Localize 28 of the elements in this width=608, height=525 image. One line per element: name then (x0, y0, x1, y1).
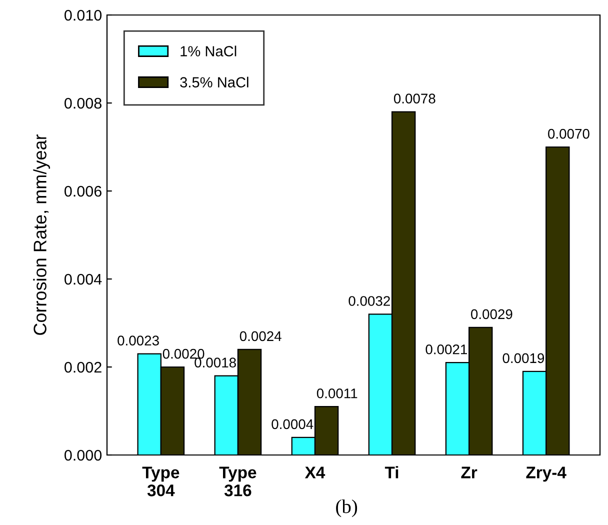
y-tick-label: 0.006 (64, 186, 102, 197)
data-label: 0.0011 (316, 388, 358, 398)
data-label: 0.0078 (394, 94, 436, 104)
y-tick-label: 0.002 (64, 362, 102, 373)
data-label: 0.0019 (502, 353, 544, 364)
data-label: 0.0020 (162, 348, 204, 359)
legend-label: 1% NaCl (180, 46, 236, 56)
x-tick-label: Type 304 (142, 466, 180, 496)
y-tick-label: 0.010 (64, 10, 102, 21)
text: (b) (336, 499, 358, 518)
data-label: 0.0032 (348, 296, 390, 306)
data-label: 0.0029 (470, 309, 512, 320)
data-label: 0.0018 (194, 358, 236, 368)
y-axis-title: Corrosion Rate, mm/year (33, 134, 50, 335)
data-label: 0.0070 (548, 128, 590, 139)
y-tick-label: 0.004 (64, 274, 102, 285)
x-tick-label: Zr (461, 466, 478, 478)
x-tick-label: Type 316 (219, 466, 256, 496)
y-tick-label: 0.000 (64, 450, 102, 461)
data-label: 0.0021 (426, 344, 467, 354)
x-tick-label: Ti (384, 466, 398, 478)
y-tick-label: 0.008 (64, 98, 102, 109)
data-label: 0.0024 (240, 331, 282, 342)
x-tick-label: X4 (304, 466, 326, 478)
legend-label: 3.5% NaCl (180, 76, 248, 88)
data-label: 0.0023 (118, 336, 159, 346)
data-label: 0.0004 (272, 419, 314, 430)
x-tick-label: Zry-4 (526, 466, 566, 482)
